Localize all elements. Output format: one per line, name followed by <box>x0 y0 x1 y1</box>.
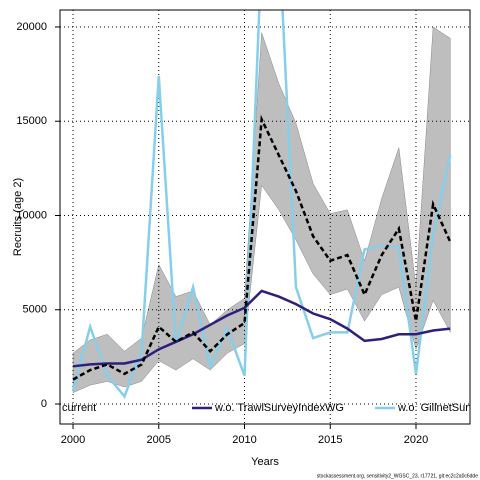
y-tick-label: 0 <box>41 398 47 410</box>
x-axis-label: Years <box>251 456 279 468</box>
y-tick-label: 5000 <box>23 304 47 316</box>
x-tick-label: 2000 <box>61 434 85 446</box>
x-tick-label: 2015 <box>318 434 342 446</box>
x-tick-label: 2010 <box>232 434 256 446</box>
series-line <box>72 289 451 368</box>
legend-label: w.o. TrawlSurveyIndexWG <box>214 402 344 414</box>
confidence-band <box>72 26 451 394</box>
plot-area: current w.o. TrawlSurveyIndexWG w.o. Gilln… <box>60 10 480 424</box>
legend-label: current <box>62 402 96 414</box>
plot-frame <box>59 9 471 425</box>
legend-label: w.o. GillnetSurveyIndexWG <box>397 402 480 414</box>
footer: stockassessment.org, sensitivity2_WGSC_2… <box>317 473 478 479</box>
y-tick-label: 15000 <box>16 115 47 127</box>
y-tick-label: 10000 <box>16 209 47 221</box>
y-axis-label: Recruits (age 2) <box>12 178 24 256</box>
x-tick-label: 2020 <box>404 434 428 446</box>
y-tick-label: 20000 <box>16 21 47 33</box>
series-line <box>72 114 452 381</box>
x-tick-label: 2005 <box>147 434 171 446</box>
